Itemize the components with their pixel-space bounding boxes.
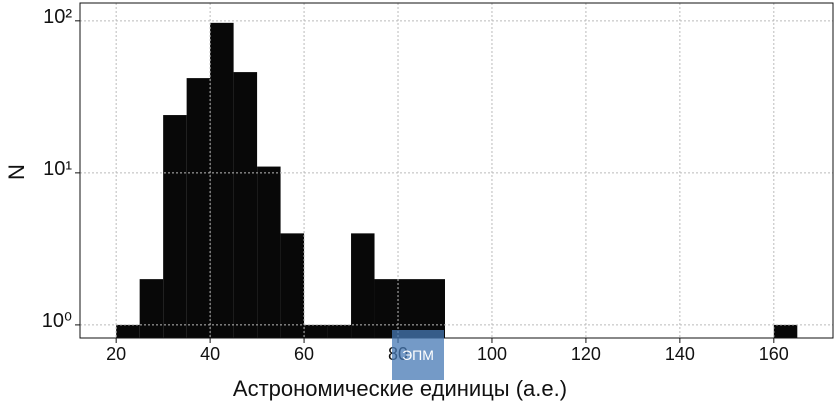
bar	[116, 324, 140, 338]
x-tick-label: 20	[106, 344, 126, 364]
bar	[304, 324, 328, 338]
bar	[233, 72, 258, 338]
bar	[210, 22, 234, 339]
bar	[257, 166, 281, 338]
y-tick-label: 10⁰	[42, 310, 72, 332]
x-tick-label: 60	[294, 344, 314, 364]
bar	[327, 324, 352, 338]
bar	[773, 324, 798, 338]
bar	[139, 279, 164, 338]
plot-frame	[79, 2, 834, 339]
x-tick-label: 160	[759, 344, 789, 364]
bar	[351, 233, 375, 338]
bar	[163, 115, 187, 338]
y-tick-label: 10¹	[43, 158, 72, 180]
x-tick-label: 100	[477, 344, 507, 364]
overlay-button[interactable]: ЭПМ	[392, 330, 444, 380]
x-tick-label: 140	[665, 344, 695, 364]
bar	[186, 78, 211, 339]
y-axis-label: N	[4, 164, 29, 180]
x-tick-label: 120	[571, 344, 601, 364]
bar	[421, 279, 445, 338]
bar	[398, 279, 422, 338]
bar	[374, 279, 399, 338]
x-tick-label: 40	[200, 344, 220, 364]
bar	[280, 233, 305, 338]
y-tick-label: 10²	[43, 6, 72, 28]
